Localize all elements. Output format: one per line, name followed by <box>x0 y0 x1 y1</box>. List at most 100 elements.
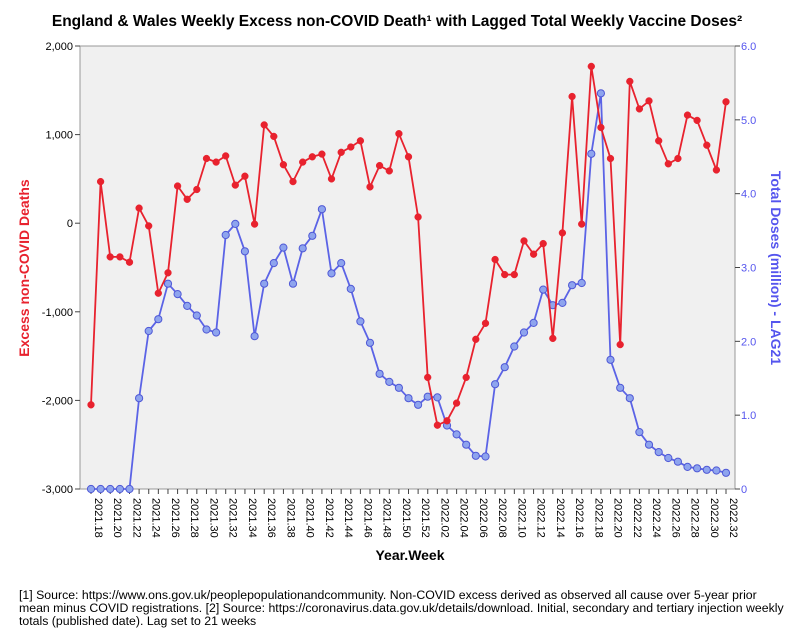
x-tick-label: 2022.10 <box>515 498 527 538</box>
excess-deaths-point <box>327 175 336 183</box>
excess-deaths-point <box>404 153 413 161</box>
vaccine-doses-point <box>346 284 355 293</box>
vaccine-doses-point <box>308 231 317 240</box>
vaccine-doses-point <box>221 230 230 240</box>
vaccine-doses-point <box>385 377 394 386</box>
excess-deaths-point <box>693 116 701 125</box>
x-tick-label: 2022.06 <box>477 498 489 538</box>
x-tick-label: 2021.26 <box>169 498 181 538</box>
excess-deaths-point <box>279 161 288 169</box>
vaccine-doses-point <box>375 369 384 378</box>
x-tick-label: 2022.04 <box>458 498 470 538</box>
x-tick-label: 2021.34 <box>246 498 258 538</box>
x-tick-label: 2021.52 <box>419 498 431 538</box>
excess-deaths-point <box>183 195 191 203</box>
excess-deaths-point <box>202 154 211 163</box>
excess-deaths-point <box>501 270 509 279</box>
vaccine-doses-point <box>125 484 134 494</box>
vaccine-doses-point <box>163 279 173 288</box>
excess-deaths-point <box>193 185 201 194</box>
x-tick-label: 2022.02 <box>438 498 450 538</box>
excess-deaths-point <box>664 160 672 168</box>
excess-deaths-point <box>433 421 442 429</box>
excess-deaths-point <box>712 166 721 174</box>
excess-deaths-point <box>366 183 374 191</box>
chart-title: England & Wales Weekly Excess non-COVID … <box>52 13 742 30</box>
x-tick-label: 2021.38 <box>284 498 296 538</box>
excess-deaths-point <box>558 229 567 237</box>
right-y-tick-label: 6.0 <box>741 41 756 53</box>
excess-deaths-point <box>462 373 470 382</box>
vaccine-doses-point <box>212 328 221 337</box>
excess-deaths-point <box>241 172 249 180</box>
excess-deaths-point <box>250 220 259 228</box>
vaccine-doses-point <box>452 430 461 439</box>
excess-deaths-point <box>606 154 615 163</box>
excess-deaths-point <box>645 97 653 105</box>
x-tick-label: 2021.42 <box>323 498 335 538</box>
x-tick-label: 2021.30 <box>207 498 219 538</box>
vaccine-doses-point <box>568 281 577 290</box>
excess-deaths-point <box>356 137 365 145</box>
excess-deaths-point <box>510 270 518 279</box>
vaccine-doses-point <box>183 301 192 310</box>
excess-deaths-point <box>587 62 595 71</box>
excess-deaths-point <box>106 253 114 261</box>
excess-deaths-point <box>337 148 345 156</box>
vaccine-doses-point <box>462 440 471 449</box>
excess-deaths-point <box>481 319 490 327</box>
excess-deaths-point <box>347 143 355 151</box>
vaccine-doses-point <box>240 247 249 256</box>
excess-deaths-point <box>173 182 182 190</box>
x-tick-label: 2021.20 <box>111 498 123 538</box>
vaccine-doses-point <box>269 259 278 268</box>
vaccine-doses-point <box>558 298 567 307</box>
plot-area <box>79 45 736 490</box>
vaccine-doses-point <box>365 338 375 347</box>
vaccine-doses-point <box>260 279 269 288</box>
vaccine-doses-point <box>616 383 625 392</box>
vaccine-doses-point <box>115 484 125 494</box>
excess-deaths-point <box>520 237 528 245</box>
excess-deaths-point <box>722 98 730 106</box>
vaccine-doses-point <box>356 317 365 326</box>
vaccine-doses-point <box>500 363 509 372</box>
right-y-tick-label: 1.0 <box>741 410 756 422</box>
vaccine-doses-point <box>491 380 500 389</box>
x-tick-label: 2021.50 <box>400 498 412 538</box>
x-tick-label: 2021.28 <box>188 498 200 538</box>
x-tick-label: 2022.24 <box>650 498 662 538</box>
excess-deaths-point <box>549 334 557 343</box>
excess-deaths-point <box>135 204 143 212</box>
vaccine-doses-point <box>539 285 548 294</box>
vaccine-doses-point <box>231 219 240 228</box>
x-tick-label: 2021.48 <box>381 498 393 538</box>
excess-deaths-point <box>452 399 461 407</box>
vaccine-doses-point <box>317 205 326 214</box>
vaccine-doses-point <box>596 89 606 98</box>
excess-deaths-point <box>299 158 307 166</box>
x-tick-label: 2021.32 <box>227 498 239 538</box>
vaccine-doses-point <box>673 457 683 466</box>
vaccine-doses-point <box>721 468 731 477</box>
left-y-tick-label: -1,000 <box>42 307 73 319</box>
vaccine-doses-point <box>606 355 615 364</box>
excess-deaths-point <box>491 255 499 264</box>
vaccine-doses-point <box>86 484 96 494</box>
vaccine-doses-point <box>202 325 211 334</box>
vaccine-doses-point <box>693 464 702 473</box>
excess-deaths-point <box>626 77 634 86</box>
excess-deaths-point <box>539 239 547 248</box>
vaccine-doses-point <box>644 440 654 449</box>
right-y-axis-label: Total Doses (million) - LAG21 <box>768 171 784 365</box>
excess-deaths-point <box>260 121 268 129</box>
right-y-tick-label: 2.0 <box>741 336 756 348</box>
excess-deaths-point <box>655 137 663 145</box>
vaccine-doses-point <box>298 244 307 253</box>
excess-deaths-point <box>308 153 316 161</box>
vaccine-doses-point <box>250 332 259 341</box>
excess-deaths-point <box>125 258 134 266</box>
vaccine-doses-point <box>154 315 163 324</box>
vaccine-doses-point <box>337 259 346 268</box>
